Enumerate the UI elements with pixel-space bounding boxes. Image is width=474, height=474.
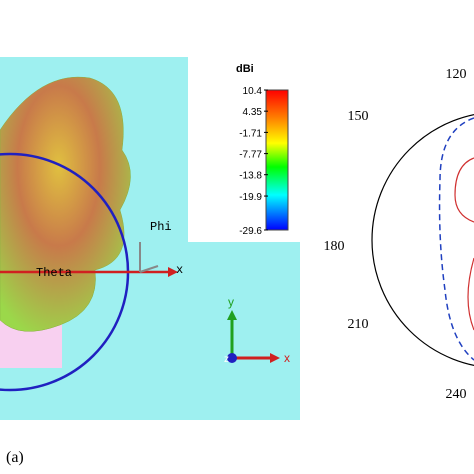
phi-arrow (139, 265, 159, 273)
theta-label: Theta (36, 266, 72, 280)
colorbar-tick-label: 4.35 (243, 107, 263, 118)
colorbar-tick-label: 10.4 (243, 86, 263, 97)
colorbar-tick-label: -13.8 (239, 171, 262, 182)
polar-angle-label: 180 (324, 239, 345, 254)
z-triad (227, 353, 237, 363)
arrow-head (227, 310, 237, 320)
radiation-pattern (0, 76, 131, 332)
phi-label: Phi (150, 220, 172, 234)
x-label: x (176, 263, 183, 277)
colorbar-tick-label: -1.71 (239, 128, 262, 139)
arrow-head (168, 267, 178, 277)
y-label: y (228, 295, 234, 309)
polar-curve (454, 157, 474, 223)
colorbar-title: dBi (236, 63, 254, 75)
arrow-head (270, 353, 280, 363)
polar-angle-label: 120 (446, 67, 467, 82)
polar-circle (371, 114, 474, 366)
x-label: x (284, 351, 290, 365)
colorbar-tick-label: -7.77 (239, 150, 262, 161)
polar-angle-label: 210 (348, 317, 369, 332)
polar-angle-label: 150 (348, 109, 369, 124)
z-label: z (224, 354, 229, 365)
colorbar-tick-label: -19.9 (239, 192, 262, 203)
colorbar-tick-label: -29.6 (239, 226, 262, 237)
colorbar (265, 89, 289, 231)
caption: (a) (6, 449, 24, 466)
polar-curve-dashed (438, 117, 474, 361)
polar-curve (467, 257, 474, 331)
polar-angle-label: 240 (446, 387, 467, 402)
